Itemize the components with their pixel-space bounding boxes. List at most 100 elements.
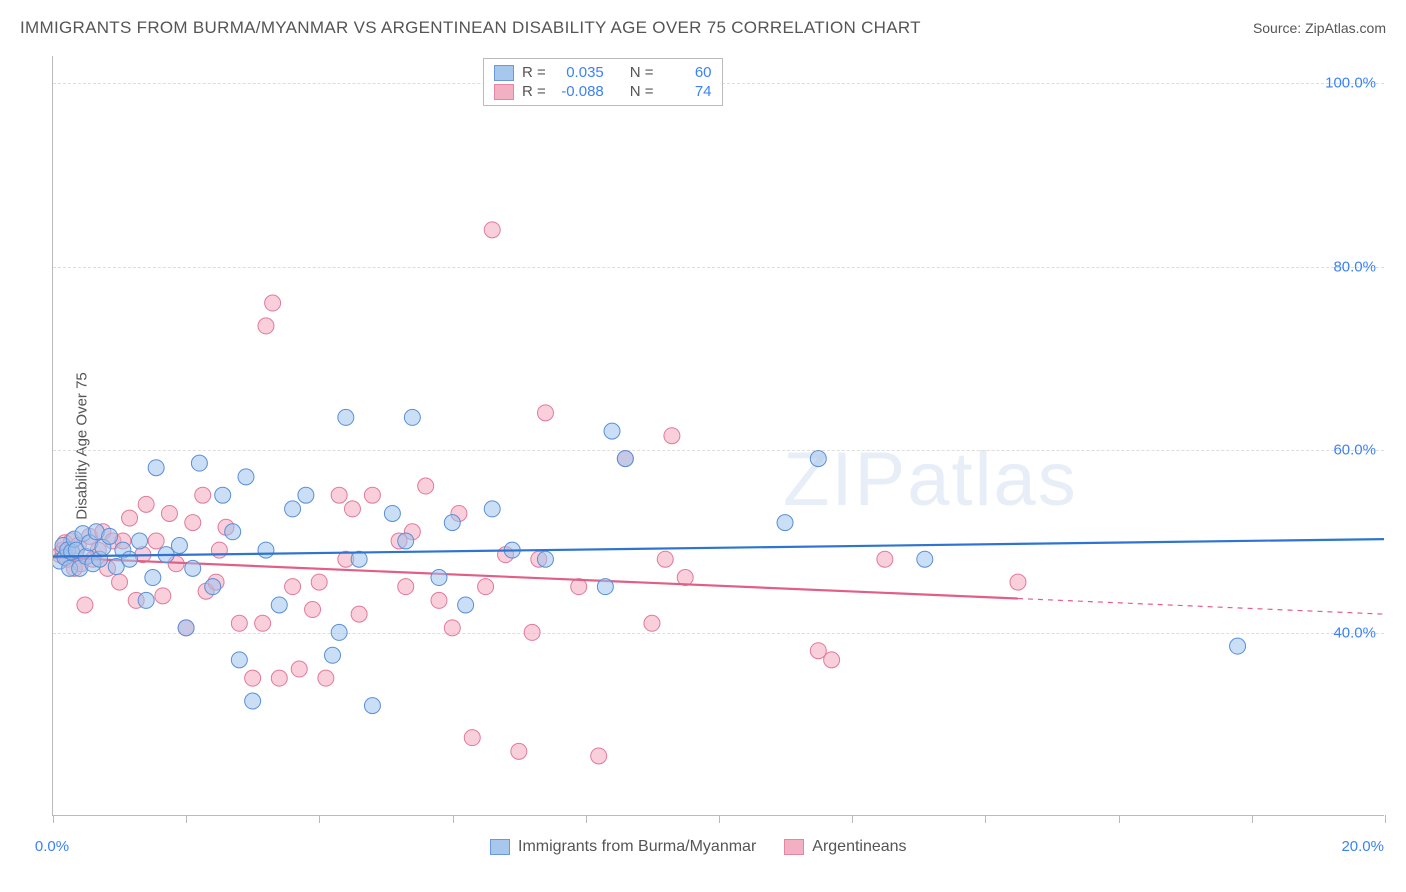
scatter-point-a: [245, 693, 261, 709]
scatter-point-a: [215, 487, 231, 503]
scatter-point-a: [102, 528, 118, 544]
scatter-point-b: [644, 615, 660, 631]
scatter-point-b: [537, 405, 553, 421]
legend-label-a: Immigrants from Burma/Myanmar: [518, 838, 756, 856]
scatter-point-b: [195, 487, 211, 503]
scatter-point-b: [444, 620, 460, 636]
legend-label-b: Argentineans: [812, 838, 906, 856]
scatter-point-b: [398, 579, 414, 595]
scatter-point-b: [478, 579, 494, 595]
scatter-point-a: [777, 515, 793, 531]
scatter-point-b: [265, 295, 281, 311]
scatter-point-b: [231, 615, 247, 631]
x-tick: [1119, 815, 1120, 823]
x-tick: [53, 815, 54, 823]
scatter-point-a: [285, 501, 301, 517]
scatter-point-a: [138, 592, 154, 608]
source-label: Source:: [1253, 20, 1301, 36]
scatter-point-a: [225, 524, 241, 540]
scatter-point-a: [537, 551, 553, 567]
scatter-layer: [53, 56, 1384, 815]
r-label-a: R =: [522, 64, 546, 81]
n-value-a: 60: [662, 64, 712, 81]
scatter-point-b: [211, 542, 227, 558]
scatter-point-a: [917, 551, 933, 567]
scatter-point-b: [1010, 574, 1026, 590]
scatter-point-b: [464, 730, 480, 746]
correlation-legend: R = 0.035 N = 60 R = -0.088 N = 74: [483, 58, 723, 106]
scatter-point-b: [484, 222, 500, 238]
chart-title: IMMIGRANTS FROM BURMA/MYANMAR VS ARGENTI…: [20, 18, 921, 38]
source-name: ZipAtlas.com: [1305, 20, 1386, 36]
x-tick: [453, 815, 454, 823]
scatter-point-a: [444, 515, 460, 531]
x-tick: [719, 815, 720, 823]
plot-area: ZIPatlas 40.0%60.0%80.0%100.0% R = 0.035…: [52, 56, 1384, 816]
scatter-point-a: [458, 597, 474, 613]
scatter-point-b: [664, 428, 680, 444]
scatter-point-b: [524, 624, 540, 640]
scatter-point-a: [384, 505, 400, 521]
scatter-point-a: [132, 533, 148, 549]
scatter-point-a: [431, 570, 447, 586]
x-tick: [1252, 815, 1253, 823]
scatter-point-a: [604, 423, 620, 439]
scatter-point-b: [77, 597, 93, 613]
x-tick-label-max: 20.0%: [1341, 838, 1384, 855]
scatter-point-b: [418, 478, 434, 494]
scatter-point-a: [271, 597, 287, 613]
scatter-point-a: [1230, 638, 1246, 654]
legend-swatch-b: [784, 839, 804, 855]
scatter-point-b: [318, 670, 334, 686]
scatter-point-b: [311, 574, 327, 590]
scatter-point-b: [258, 318, 274, 334]
scatter-point-b: [657, 551, 673, 567]
scatter-point-a: [122, 551, 138, 567]
scatter-point-a: [238, 469, 254, 485]
swatch-b: [494, 84, 514, 100]
scatter-point-b: [271, 670, 287, 686]
scatter-point-b: [591, 748, 607, 764]
trend-line-dashed-b: [1018, 599, 1384, 615]
swatch-a: [494, 65, 514, 81]
scatter-point-a: [258, 542, 274, 558]
x-tick: [186, 815, 187, 823]
scatter-point-b: [148, 533, 164, 549]
scatter-point-b: [161, 505, 177, 521]
scatter-point-a: [364, 698, 380, 714]
legend-swatch-a: [490, 839, 510, 855]
scatter-point-b: [255, 615, 271, 631]
scatter-point-b: [344, 501, 360, 517]
scatter-point-a: [484, 501, 500, 517]
scatter-point-b: [285, 579, 301, 595]
trend-line-a: [53, 539, 1384, 556]
x-tick-label-min: 0.0%: [35, 838, 69, 855]
scatter-point-a: [231, 652, 247, 668]
scatter-point-a: [171, 538, 187, 554]
x-tick: [852, 815, 853, 823]
scatter-point-b: [291, 661, 307, 677]
scatter-point-a: [298, 487, 314, 503]
scatter-point-a: [404, 409, 420, 425]
scatter-point-a: [325, 647, 341, 663]
legend-item-a: Immigrants from Burma/Myanmar: [490, 838, 756, 856]
scatter-point-a: [617, 451, 633, 467]
scatter-point-b: [185, 515, 201, 531]
scatter-point-b: [155, 588, 171, 604]
r-label-b: R =: [522, 83, 546, 100]
n-value-b: 74: [662, 83, 712, 100]
scatter-point-a: [205, 579, 221, 595]
scatter-point-b: [138, 496, 154, 512]
scatter-point-a: [331, 624, 347, 640]
scatter-point-a: [185, 560, 201, 576]
scatter-point-b: [331, 487, 347, 503]
scatter-point-b: [511, 743, 527, 759]
legend-row-a: R = 0.035 N = 60: [494, 63, 712, 82]
scatter-point-b: [112, 574, 128, 590]
r-value-b: -0.088: [554, 83, 604, 100]
r-value-a: 0.035: [554, 64, 604, 81]
scatter-point-b: [122, 510, 138, 526]
scatter-point-b: [351, 606, 367, 622]
scatter-point-b: [824, 652, 840, 668]
n-label-b: N =: [630, 83, 654, 100]
